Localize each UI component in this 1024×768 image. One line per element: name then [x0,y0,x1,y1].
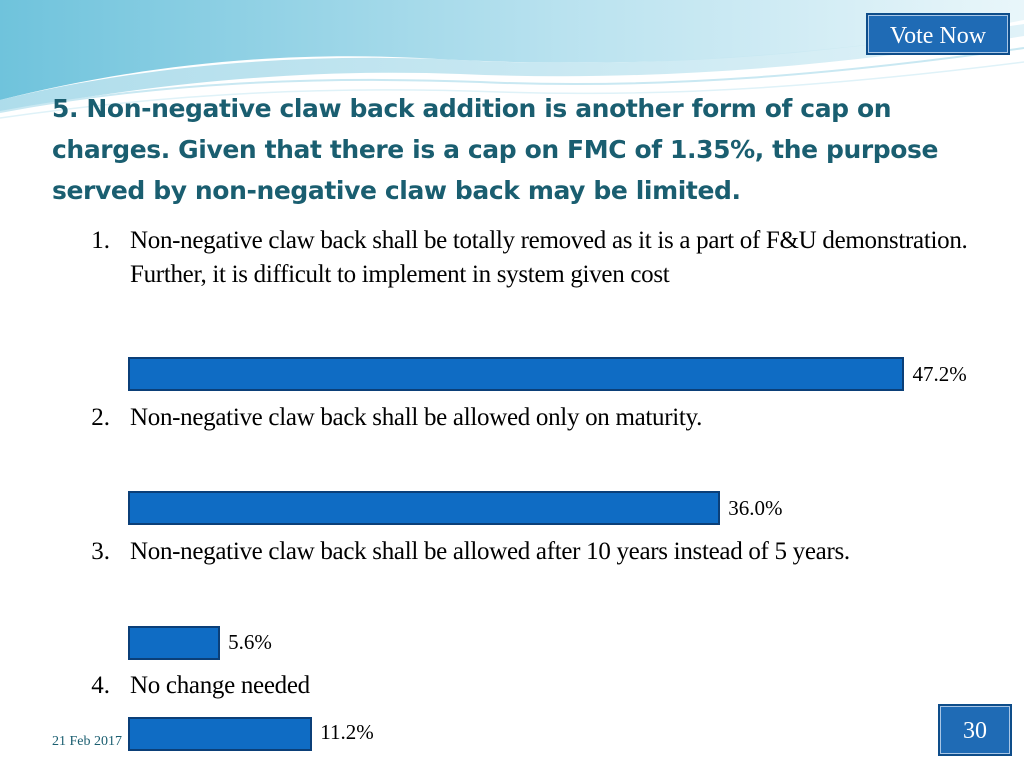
vote-now-button[interactable]: Vote Now [866,13,1010,55]
option-3-number: 3. [91,538,110,565]
question-title: 5. Non-negative claw back addition is an… [52,94,939,205]
option-4-text: No change needed [130,672,310,699]
option-3-percent-label: 5.6% [228,630,272,654]
option-2-percent-label: 36.0% [728,496,783,520]
page-number: 30 [938,704,1012,756]
option-4-percent-label: 11.2% [320,720,374,744]
option-1-result-bar [128,357,905,391]
option-1-percent-label: 47.2% [912,362,967,386]
option-3-text: Non-negative claw back shall be allowed … [130,538,850,565]
option-1-text: Non-negative claw back shall be totally … [130,227,968,288]
option-2-number: 2. [91,404,110,431]
option-2-text: Non-negative claw back shall be allowed … [130,404,703,431]
footer-date: 21 Feb 2017 [52,734,122,749]
option-4-result-bar [128,717,313,751]
option-1-number: 1. [91,227,110,254]
header-wave-decoration [0,0,1024,119]
option-2-result-bar [128,491,721,525]
option-4-number: 4. [91,672,110,699]
option-3-result-bar [128,626,221,660]
